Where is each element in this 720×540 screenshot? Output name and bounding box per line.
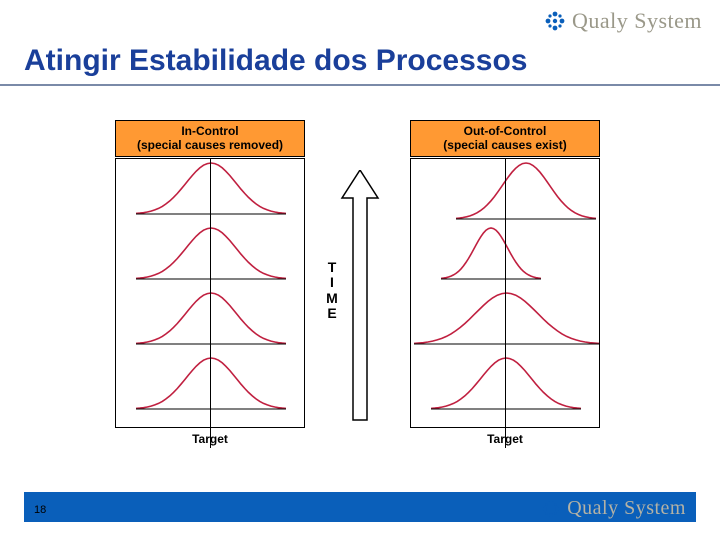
brand-logo-top: Qualy System (544, 8, 702, 34)
out-of-control-curve-1 (441, 226, 541, 281)
in-control-header-l1: In-Control (118, 124, 302, 138)
in-control-curve-1 (136, 226, 286, 281)
out-of-control-curve-0 (456, 161, 596, 221)
time-arrow-icon (340, 170, 380, 425)
page-title: Atingir Estabilidade dos Processos (24, 44, 527, 78)
brand-name: Qualy System (572, 8, 702, 34)
out-of-control-header-l1: Out-of-Control (413, 124, 597, 138)
in-control-header: In-Control (special causes removed) (115, 120, 305, 157)
target-label-left: Target (192, 432, 228, 446)
out-of-control-header: Out-of-Control (special causes exist) (410, 120, 600, 157)
out-of-control-curve-2 (414, 291, 599, 346)
in-control-curve-0 (136, 161, 286, 216)
in-control-curve-2 (136, 291, 286, 346)
target-line-right (505, 158, 506, 448)
time-label: TIME (326, 260, 338, 322)
logo-mark-icon (541, 499, 561, 519)
page-number: 18 (34, 504, 46, 516)
in-control-header-l2: (special causes removed) (118, 138, 302, 152)
target-line-left (210, 158, 211, 448)
out-of-control-curve-3 (431, 356, 581, 411)
out-of-control-header-l2: (special causes exist) (413, 138, 597, 152)
in-control-curve-3 (136, 356, 286, 411)
title-underline (0, 84, 720, 86)
logo-mark-icon (544, 10, 566, 32)
process-stability-diagram: In-Control (special causes removed) Out-… (110, 120, 610, 460)
target-label-right: Target (487, 432, 523, 446)
brand-name-footer: Qualy System (567, 497, 686, 520)
brand-logo-footer: Qualy System (541, 497, 686, 520)
